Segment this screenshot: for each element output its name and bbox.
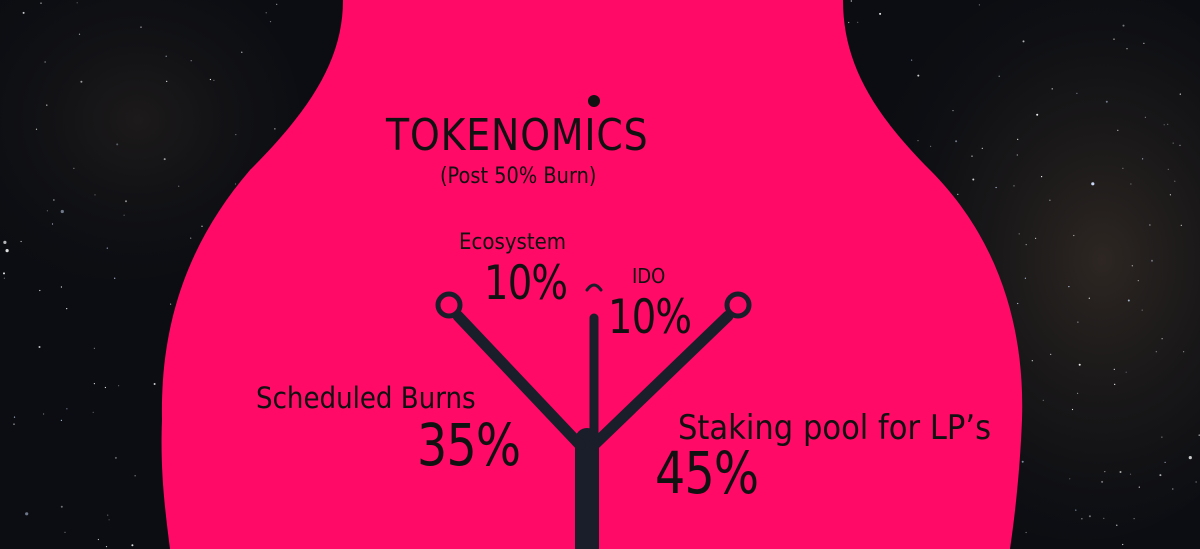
title-dot-icon [588, 95, 600, 107]
pink-vase-shape [161, 0, 1023, 549]
page-subtitle: (Post 50% Burn) [440, 164, 597, 189]
page-title: TOKENOMICS [386, 110, 649, 161]
allocation-label-ecosystem: Ecosystem [459, 230, 567, 255]
allocation-value-scheduled-burns: 35% [417, 411, 521, 479]
allocation-value-staking-pool: 45% [655, 439, 759, 507]
tree-icon [435, 283, 752, 549]
allocation-label-staking-pool: Staking pool for LP’s [678, 408, 992, 448]
allocation-value-ecosystem: 10% [484, 256, 568, 311]
allocation-value-ido: 10% [608, 290, 692, 345]
allocation-label-scheduled-burns: Scheduled Burns [256, 381, 476, 415]
allocation-label-ido: IDO [632, 264, 666, 288]
